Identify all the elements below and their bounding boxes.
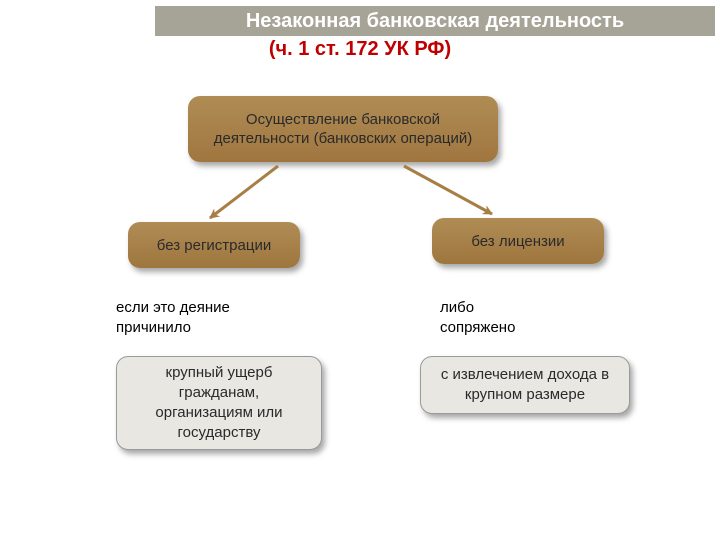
node-no-license: без лицензии xyxy=(432,218,604,264)
slide-stage: { "header": { "bar_bg": "#a6a397", "titl… xyxy=(0,0,720,540)
arrows-layer xyxy=(0,0,720,540)
text-if-caused-l1: если это деяние xyxy=(116,299,230,316)
node-no-registration: без регистрации xyxy=(128,222,300,268)
node-large-income: с извлечением дохода в крупном размере xyxy=(420,356,630,414)
title-bar: Незаконная банковская деятельность xyxy=(155,6,715,36)
node-major-damage: крупный ущерб гражданам, организациям ил… xyxy=(116,356,322,450)
node-activity: Осуществление банковской деятельности (б… xyxy=(188,96,498,162)
node-major-damage-label: крупный ущерб гражданам, организациям ил… xyxy=(131,363,307,444)
node-no-license-label: без лицензии xyxy=(471,233,564,250)
text-or-connected-l2: сопряжено xyxy=(440,319,515,336)
text-if-caused-l2: причинило xyxy=(116,319,191,336)
text-if-caused: если это деяние причинило xyxy=(116,298,230,337)
arrow-to-no-license xyxy=(404,166,492,214)
node-no-registration-label: без регистрации xyxy=(157,237,271,254)
arrow-to-no-registration xyxy=(210,166,278,218)
node-large-income-label: с извлечением дохода в крупном размере xyxy=(435,365,615,406)
text-or-connected: либо сопряжено xyxy=(440,298,515,337)
node-activity-label: Осуществление банковской деятельности (б… xyxy=(202,110,484,149)
text-or-connected-l1: либо xyxy=(440,299,474,316)
page-title: Незаконная банковская деятельность xyxy=(246,10,624,33)
page-subtitle: (ч. 1 ст. 172 УК РФ) xyxy=(0,38,720,61)
